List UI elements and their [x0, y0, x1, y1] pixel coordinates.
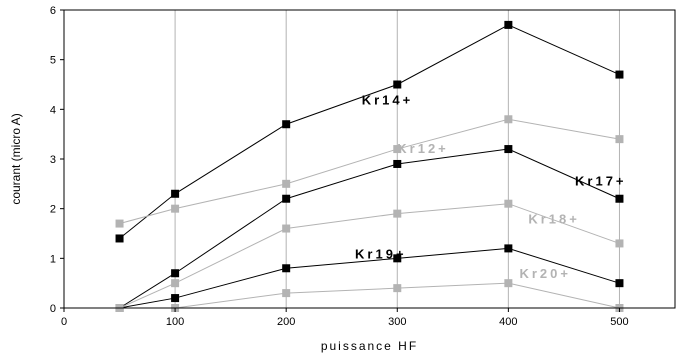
series-labels: Kr14+ Kr12+ Kr17+ Kr18+ Kr19+ Kr20+ — [355, 92, 627, 281]
y-tick-label: 5 — [50, 55, 56, 67]
data-point-kr18 — [393, 209, 402, 218]
data-point-kr19 — [171, 294, 180, 303]
plot-frame — [63, 9, 676, 309]
series-line-kr17 — [119, 148, 620, 309]
series-line-kr20 — [119, 282, 620, 309]
y-tick-label: 4 — [50, 104, 56, 116]
y-tick-label: 1 — [50, 253, 56, 265]
data-point-kr17 — [393, 159, 402, 168]
data-point-kr14 — [615, 70, 624, 79]
data-point-kr19 — [615, 279, 624, 288]
data-point-kr20 — [282, 289, 291, 298]
data-point-kr17 — [282, 194, 291, 203]
axis-ticks: 0 100 200 300 400 500 0 1 2 3 4 5 6 — [50, 5, 629, 328]
data-point-kr14 — [115, 234, 124, 243]
x-axis-title: puissance HF — [321, 339, 418, 353]
data-point-kr18 — [282, 224, 291, 233]
x-tick-label: 500 — [610, 316, 628, 328]
series-label: Kr20+ — [519, 266, 571, 281]
data-point-kr18 — [171, 279, 180, 288]
x-tick-label: 200 — [277, 316, 295, 328]
series-label: Kr18+ — [528, 212, 580, 227]
series-label: Kr17+ — [575, 173, 627, 188]
data-point-kr12 — [282, 179, 291, 188]
series-label: Kr19+ — [355, 246, 407, 261]
series-label: Kr12+ — [397, 141, 449, 156]
data-point-kr17 — [504, 145, 513, 154]
data-point-kr17 — [171, 269, 180, 278]
data-point-kr12 — [393, 145, 402, 154]
data-point-kr19 — [504, 244, 513, 253]
x-tick-label: 0 — [61, 316, 67, 328]
series-line-kr18 — [119, 203, 620, 309]
x-tick-label: 100 — [166, 316, 184, 328]
data-point-kr18 — [504, 199, 513, 208]
series-kr14 — [115, 20, 624, 243]
data-point-kr19 — [282, 264, 291, 273]
y-tick-label: 2 — [50, 204, 56, 216]
grid-lines — [174, 10, 620, 308]
data-point-kr14 — [504, 20, 513, 29]
data-point-kr12 — [115, 219, 124, 228]
data-point-kr14 — [393, 80, 402, 89]
data-point-kr12 — [171, 204, 180, 213]
series-line-kr14 — [119, 24, 620, 239]
y-tick-label: 3 — [50, 154, 56, 166]
data-point-kr14 — [282, 120, 291, 129]
data-point-kr20 — [393, 284, 402, 293]
data-point-kr12 — [615, 135, 624, 144]
y-tick-label: 6 — [50, 5, 56, 17]
series-kr12 — [115, 115, 624, 228]
series-kr17 — [115, 145, 624, 312]
data-point-kr14 — [171, 189, 180, 198]
series-label: Kr14+ — [362, 92, 414, 107]
x-tick-label: 300 — [388, 316, 406, 328]
y-tick-label: 0 — [50, 303, 56, 315]
series-line-kr19 — [119, 247, 620, 309]
series-kr20 — [115, 279, 624, 312]
series-line-kr12 — [119, 118, 620, 225]
data-point-kr12 — [504, 115, 513, 124]
x-tick-label: 400 — [499, 316, 517, 328]
data-point-kr18 — [615, 239, 624, 248]
data-point-kr20 — [504, 279, 513, 288]
data-point-kr17 — [615, 194, 624, 203]
data-point-kr19 — [393, 254, 402, 263]
y-axis-title: courant (micro A) — [9, 113, 23, 204]
